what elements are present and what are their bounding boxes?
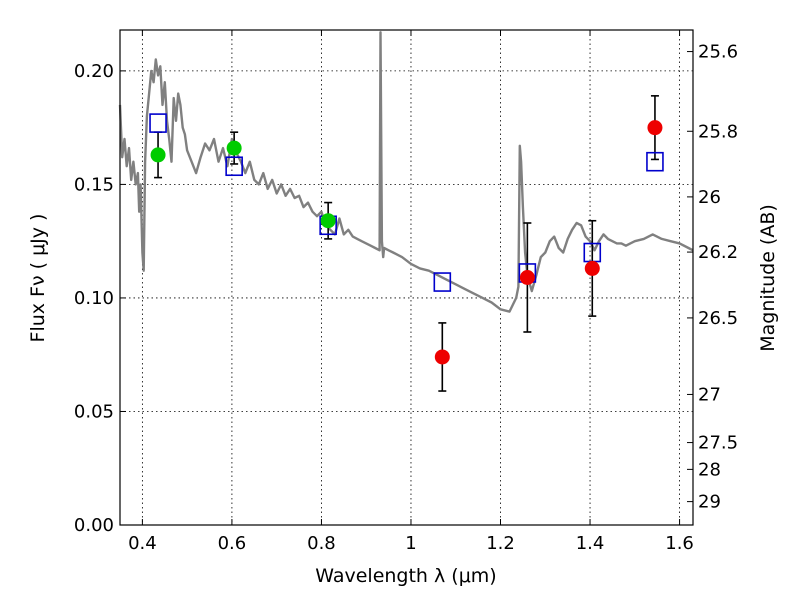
model-square-marker [225,156,243,177]
model-square-marker [646,151,664,172]
red-data-point [519,270,535,285]
green-data-point [320,213,336,229]
x-tick-label: 1 [405,533,416,554]
y-axis-label: Flux Fν ( μJy ) [27,214,49,343]
spectrum-layer [118,31,694,313]
right-tick-label: 26.2 [698,242,738,263]
y-tick-label: 0.20 [74,61,114,82]
right-axis-label: Magnitude (AB) [757,204,779,352]
y-tick-label: 0.05 [74,401,114,422]
x-tick-label: 0.8 [307,533,336,554]
markers [149,113,664,365]
model-square-marker [149,113,167,133]
plot-frame [119,29,694,526]
right-tick-label: 27 [698,384,721,405]
right-tick-label: 28 [698,459,721,480]
spectrum-line [118,31,694,313]
y-tick-label: 0.15 [74,174,114,195]
x-tick-label: 0.4 [128,533,157,554]
x-tick-label: 1.2 [486,533,515,554]
red-data-point [584,260,600,276]
ticks: 0.4 0.6 0.8 1 1.2 1.4 1.6 0.00 0.05 0.10 0.15 0.20 2… [74,30,738,554]
x-tick-label: 1.6 [665,533,694,554]
green-data-point [150,147,166,163]
red-data-point [647,120,663,136]
green-data-point [226,140,242,156]
grid-lines [120,30,693,525]
model-square-marker [433,272,452,292]
right-tick-label: 25.6 [698,42,738,63]
red-data-point [434,349,450,365]
right-tick-label: 27.5 [698,433,738,454]
right-tick-label: 29 [698,492,721,513]
right-tick-label: 25.8 [698,121,738,142]
right-tick-label: 26 [698,187,721,208]
x-tick-label: 0.6 [218,533,247,554]
x-tick-label: 1.4 [576,533,605,554]
right-tick-label: 26.5 [698,308,738,329]
y-tick-label: 0.00 [74,515,114,536]
y-tick-label: 0.10 [74,288,114,309]
error-bars [154,95,659,392]
x-axis-label: Wavelength λ (μm) [315,565,496,587]
